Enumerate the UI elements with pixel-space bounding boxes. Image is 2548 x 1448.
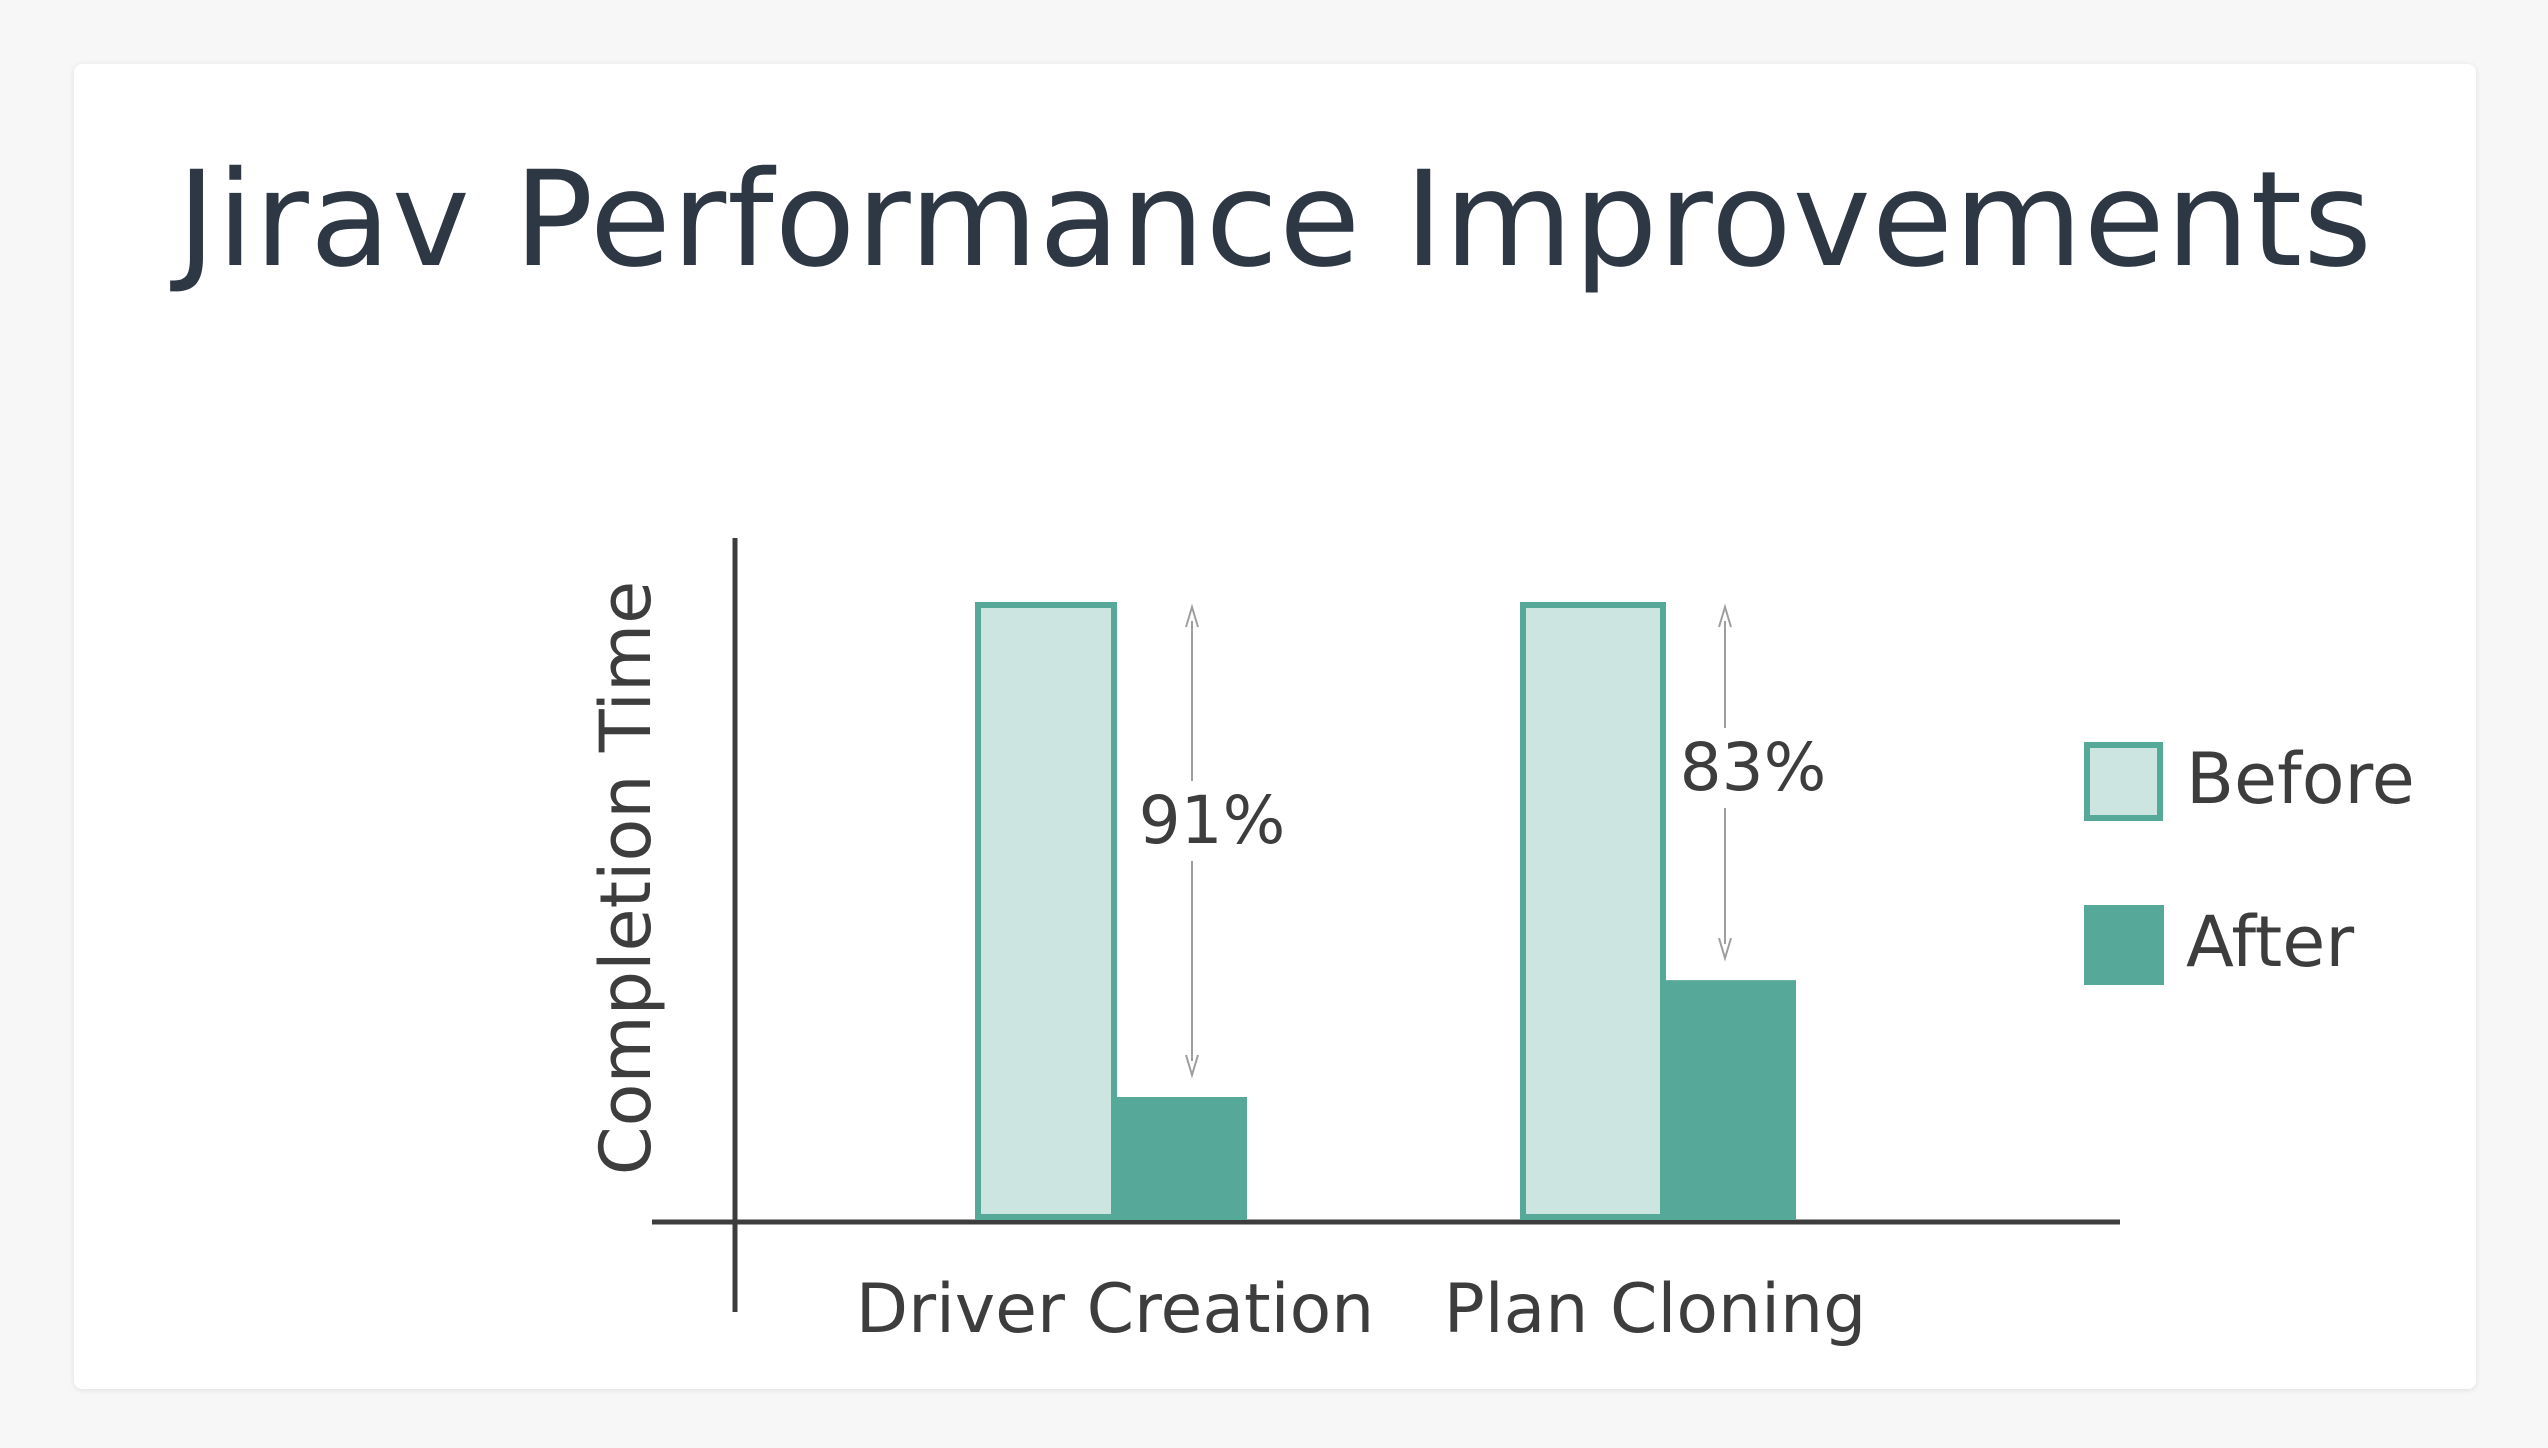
chart-title: Jirav Performance Improvements [176,143,2373,297]
category-label-driver-creation: Driver Creation [856,1270,1375,1349]
arrow-head-down-plan-cloning [1718,937,1732,962]
legend-swatch-after [2084,905,2164,985]
bar-after-driver-creation [1111,1097,1247,1220]
chart-card: Jirav Performance Improvements [74,64,2476,1389]
annotation-bg-plan-cloning [1695,728,1755,808]
annotations-layer: 91% 83% [1139,603,1827,1079]
bar-before-driver-creation [975,602,1117,1220]
arrow-head-up-driver-creation [1185,603,1199,628]
annotation-label-plan-cloning: 83% [1680,729,1827,806]
bar-after-plan-cloning [1656,980,1796,1220]
y-axis-title: Completion Time [585,581,667,1176]
legend-swatch-before [2084,742,2163,821]
annotation-bg-driver-creation [1162,781,1222,861]
annotation-label-driver-creation: 91% [1139,782,1286,859]
category-labels: Driver Creation Plan Cloning [856,1270,1867,1349]
bars-layer [975,602,1796,1220]
arrow-head-down-driver-creation [1185,1054,1199,1079]
legend: Before After [2084,738,2415,985]
bar-before-plan-cloning [1520,602,1666,1220]
legend-label-before: Before [2186,738,2415,820]
legend-label-after: After [2186,901,2354,983]
category-label-plan-cloning: Plan Cloning [1444,1270,1867,1349]
arrow-head-up-plan-cloning [1718,603,1732,628]
